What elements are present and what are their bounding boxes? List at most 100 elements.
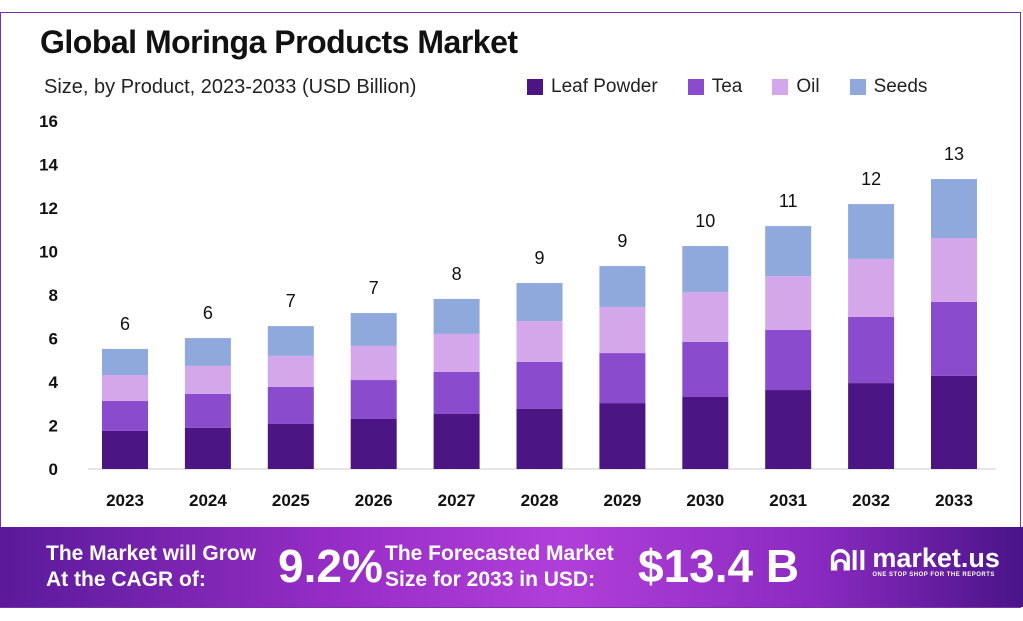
legend-item-oil: Oil xyxy=(772,76,820,98)
bar-segment-tea xyxy=(433,371,480,414)
y-tick-label: 2 xyxy=(49,417,58,436)
bar-segment-leaf-powder xyxy=(102,430,148,469)
legend-swatch xyxy=(527,79,543,95)
total-label: 13 xyxy=(944,144,964,164)
bar-segment-leaf-powder xyxy=(599,403,646,469)
bar-segment-tea xyxy=(682,341,729,398)
bar-segment-oil xyxy=(184,365,231,394)
bar-segment-tea xyxy=(184,393,231,428)
x-tick-label: 2028 xyxy=(521,491,559,510)
bar-segment-leaf-powder xyxy=(184,427,231,469)
bar-segment-oil xyxy=(267,355,314,388)
total-label: 7 xyxy=(369,278,379,298)
legend-label: Leaf Powder xyxy=(551,76,658,97)
y-tick-label: 4 xyxy=(49,373,59,392)
logo-name: market.us xyxy=(872,543,1000,573)
total-label: 12 xyxy=(861,169,881,189)
summary-banner: The Market will Grow At the CAGR of: 9.2%… xyxy=(0,527,1023,607)
x-tick-label: 2033 xyxy=(935,491,973,510)
legend-label: Seeds xyxy=(873,76,928,97)
stacked-bar-chart: 0 2 4 6 8 10 12 14 16 6 2023 6 2024 7 2025 7 2026 8 2027 9 2… xyxy=(39,112,996,510)
cagr-value: 9.2% xyxy=(278,540,383,592)
bar-segment-tea xyxy=(267,387,314,424)
bar-segment-leaf-powder xyxy=(267,423,314,469)
legend: Leaf Powder Tea Oil Seeds xyxy=(527,76,927,98)
total-label: 6 xyxy=(203,303,213,323)
y-tick-label: 8 xyxy=(49,286,58,305)
bar-segment-seeds xyxy=(184,338,231,366)
bar-segment-leaf-powder xyxy=(682,397,729,469)
x-tick-label: 2023 xyxy=(106,491,144,510)
legend-item-seeds: Seeds xyxy=(849,76,928,98)
total-label: 6 xyxy=(120,314,130,334)
bar-segment-tea xyxy=(350,380,397,419)
bar-segment-oil xyxy=(765,276,812,331)
bar-segment-oil xyxy=(682,291,729,342)
total-label: 11 xyxy=(779,191,798,211)
bar-segment-leaf-powder xyxy=(350,418,397,469)
legend-swatch xyxy=(849,79,866,95)
bar-segment-oil xyxy=(516,321,563,362)
forecast-label-line: The Forecasted Market xyxy=(385,542,614,565)
bar-segment-seeds xyxy=(931,179,977,239)
bar-segment-oil xyxy=(848,258,895,317)
legend-item-tea: Tea xyxy=(687,76,743,98)
bar-segment-leaf-powder xyxy=(516,408,563,469)
bar-segment-tea xyxy=(516,361,563,409)
y-tick-label: 12 xyxy=(39,199,58,218)
bar-segment-leaf-powder xyxy=(433,413,480,469)
bar-segment-tea xyxy=(848,316,895,384)
legend-label: Oil xyxy=(796,76,820,97)
forecast-label-line: Size for 2033 in USD: xyxy=(385,568,596,591)
total-label: 9 xyxy=(534,248,544,268)
legend-swatch xyxy=(772,79,789,95)
chart-frame xyxy=(0,12,1021,608)
total-label: 10 xyxy=(695,211,715,231)
x-tick-label: 2030 xyxy=(686,491,724,510)
logo-tagline: ONE STOP SHOP FOR THE REPORTS xyxy=(872,572,995,578)
x-tick-label: 2025 xyxy=(272,491,310,510)
bar-segment-leaf-powder xyxy=(848,383,895,469)
bar-segment-seeds xyxy=(682,246,729,292)
y-tick-label: 16 xyxy=(39,112,58,131)
bar-segment-oil xyxy=(102,375,148,401)
y-tick-label: 0 xyxy=(49,460,58,479)
bar-segment-seeds xyxy=(848,204,895,259)
logo-icon: ᕱll xyxy=(830,545,867,576)
bar-segment-oil xyxy=(350,345,397,381)
bar-segment-seeds xyxy=(433,298,480,334)
bar-segment-oil xyxy=(599,306,646,354)
chart-subtitle: Size, by Product, 2023-2033 (USD Billion… xyxy=(44,76,417,98)
bar-segment-tea xyxy=(931,301,977,376)
cagr-label: The Market will Grow At the CAGR of: xyxy=(46,541,256,593)
x-tick-label: 2029 xyxy=(603,491,641,510)
market-us-logo: ᕱll market.us ONE STOP SHOP FOR THE REPOR… xyxy=(830,543,1000,579)
chart-title: Global Moringa Products Market xyxy=(40,24,518,60)
bar-segment-seeds xyxy=(267,326,314,356)
x-tick-label: 2024 xyxy=(189,491,227,510)
bar-segment-tea xyxy=(599,353,646,404)
y-tick-label: 10 xyxy=(39,243,58,262)
cagr-label-line: At the CAGR of: xyxy=(46,568,206,591)
bar-segment-leaf-powder xyxy=(765,390,812,469)
bar-segment-seeds xyxy=(102,348,148,376)
legend-swatch xyxy=(687,79,704,95)
bar-segment-oil xyxy=(433,333,480,372)
bar-segment-seeds xyxy=(516,283,563,322)
bar-segment-seeds xyxy=(599,266,646,307)
y-tick-label: 14 xyxy=(39,156,58,175)
logo-wordmark: market.us ONE STOP SHOP FOR THE REPORTS xyxy=(872,543,1000,579)
x-tick-label: 2027 xyxy=(438,491,476,510)
x-tick-label: 2031 xyxy=(769,491,807,510)
x-tick-label: 2032 xyxy=(852,491,890,510)
y-tick-label: 6 xyxy=(49,330,58,349)
bar-segment-tea xyxy=(765,330,812,391)
total-label: 8 xyxy=(452,264,462,284)
legend-label: Tea xyxy=(711,76,743,97)
cagr-label-line: The Market will Grow xyxy=(46,542,257,565)
total-label: 7 xyxy=(286,291,296,311)
bar-segment-seeds xyxy=(765,226,812,277)
bar-segment-tea xyxy=(102,400,148,431)
bar-segment-seeds xyxy=(350,313,397,346)
forecast-label: The Forecasted Market Size for 2033 in US… xyxy=(385,541,614,593)
